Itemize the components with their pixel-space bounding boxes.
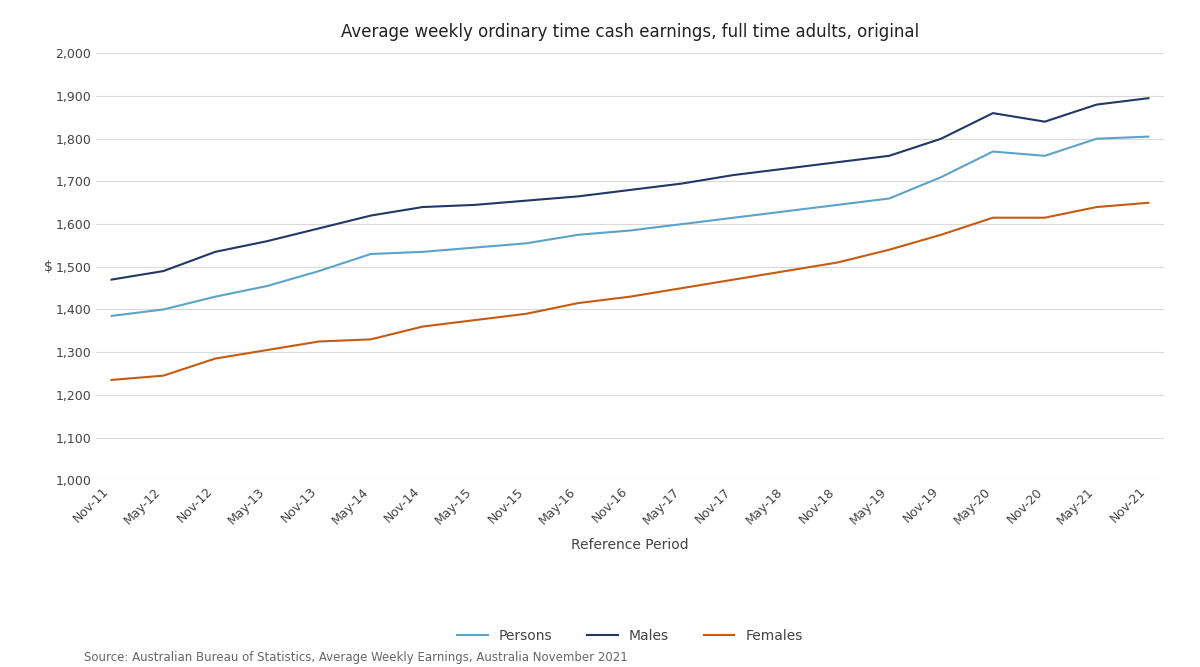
Males	[467, 201, 481, 209]
Males	[104, 275, 119, 283]
Females	[156, 372, 170, 380]
Females	[674, 284, 689, 292]
Females	[779, 267, 793, 275]
Males	[985, 109, 1000, 117]
Line: Males: Males	[112, 98, 1148, 279]
Males	[1038, 117, 1052, 125]
Line: Females: Females	[112, 203, 1148, 380]
Persons	[260, 282, 275, 290]
Males	[260, 237, 275, 245]
Line: Persons: Persons	[112, 137, 1148, 316]
Males	[312, 224, 326, 232]
Persons	[882, 195, 896, 203]
Females	[726, 275, 740, 283]
Females	[882, 245, 896, 253]
Males	[208, 248, 222, 256]
Males	[1090, 101, 1104, 109]
Males	[415, 203, 430, 211]
Text: Source: Australian Bureau of Statistics, Average Weekly Earnings, Australia Nove: Source: Australian Bureau of Statistics,…	[84, 651, 628, 664]
Males	[520, 197, 534, 205]
Persons	[156, 305, 170, 313]
Females	[623, 293, 637, 301]
Males	[1141, 94, 1156, 102]
Persons	[726, 213, 740, 221]
Persons	[467, 243, 481, 251]
Females	[104, 376, 119, 384]
Persons	[104, 312, 119, 320]
X-axis label: Reference Period: Reference Period	[571, 538, 689, 552]
Males	[571, 192, 586, 200]
Males	[779, 165, 793, 173]
Males	[364, 211, 378, 219]
Females	[312, 338, 326, 346]
Females	[1038, 213, 1052, 221]
Females	[415, 323, 430, 331]
Males	[830, 158, 845, 166]
Persons	[674, 220, 689, 228]
Females	[830, 259, 845, 267]
Persons	[934, 173, 948, 181]
Females	[260, 346, 275, 354]
Males	[726, 171, 740, 179]
Males	[934, 135, 948, 143]
Persons	[520, 239, 534, 247]
Y-axis label: $: $	[44, 260, 53, 273]
Title: Average weekly ordinary time cash earnings, full time adults, original: Average weekly ordinary time cash earnin…	[341, 23, 919, 41]
Legend: Persons, Males, Females: Persons, Males, Females	[451, 624, 809, 649]
Females	[1141, 199, 1156, 207]
Females	[1090, 203, 1104, 211]
Females	[520, 309, 534, 317]
Females	[571, 299, 586, 307]
Males	[623, 186, 637, 194]
Persons	[1090, 135, 1104, 143]
Males	[156, 267, 170, 275]
Persons	[830, 201, 845, 209]
Females	[467, 316, 481, 324]
Females	[208, 355, 222, 363]
Females	[985, 213, 1000, 221]
Persons	[312, 267, 326, 275]
Persons	[985, 147, 1000, 155]
Persons	[779, 207, 793, 215]
Persons	[1141, 133, 1156, 141]
Persons	[208, 293, 222, 301]
Males	[674, 179, 689, 187]
Persons	[623, 227, 637, 235]
Persons	[364, 250, 378, 258]
Males	[882, 152, 896, 160]
Females	[364, 336, 378, 344]
Persons	[415, 248, 430, 256]
Persons	[571, 231, 586, 239]
Persons	[1038, 152, 1052, 160]
Females	[934, 231, 948, 239]
